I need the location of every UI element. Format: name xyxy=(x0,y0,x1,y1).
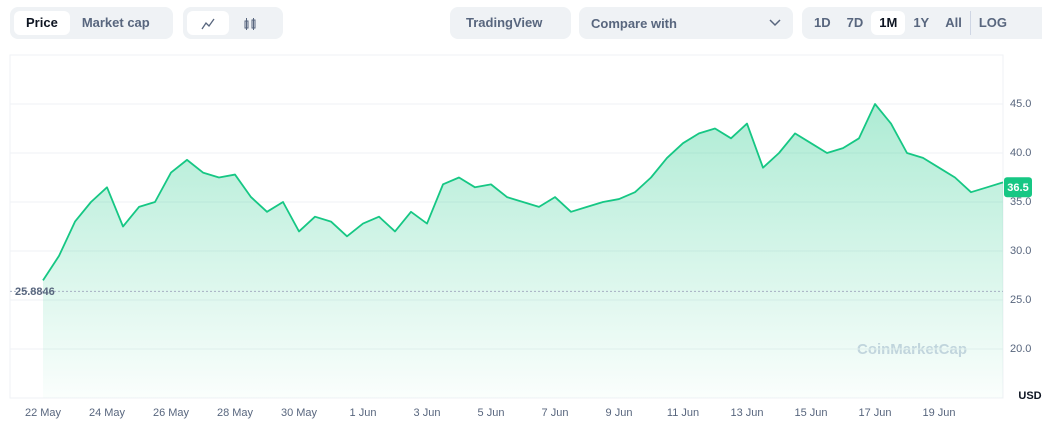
log-button[interactable]: LOG xyxy=(969,11,1015,35)
x-tick-label: 24 May xyxy=(89,407,126,419)
compare-select[interactable]: Compare with xyxy=(579,7,793,39)
x-tick-label: 15 Jun xyxy=(794,407,827,419)
x-tick-label: 5 Jun xyxy=(478,407,505,419)
market-cap-tab[interactable]: Market cap xyxy=(81,15,150,30)
reference-label: 25.8846 xyxy=(15,286,55,298)
unit-label: USD xyxy=(1018,390,1041,402)
compare-label: Compare with xyxy=(591,15,677,31)
candle-style[interactable] xyxy=(229,11,271,35)
x-tick-label: 11 Jun xyxy=(667,407,699,419)
y-tick-label: 40.0 xyxy=(1010,147,1031,159)
tradingview-button[interactable]: TradingView xyxy=(450,7,571,39)
tradingview-label: TradingView xyxy=(466,15,543,30)
range-button[interactable]: 1Y xyxy=(913,15,930,30)
x-tick-label: 22 May xyxy=(25,407,62,419)
chevron xyxy=(769,19,781,27)
price-area xyxy=(43,104,1003,398)
last-price-label: 36.5 xyxy=(1007,182,1028,194)
x-tick-label: 30 May xyxy=(281,407,318,419)
range-group: 1D 7D 1M 1Y All LOG xyxy=(802,7,1042,39)
chart-style xyxy=(183,7,283,39)
watermark: CoinMarketCap xyxy=(857,341,967,358)
plot-frame xyxy=(9,54,1004,399)
line-style[interactable] xyxy=(187,11,229,35)
x-tick-label: 1 Jun xyxy=(350,407,377,419)
y-tick-label: 35.0 xyxy=(1010,196,1031,208)
x-tick-label: 9 Jun xyxy=(606,407,633,419)
view-toggle: Price Market cap xyxy=(10,7,173,39)
x-tick-label: 7 Jun xyxy=(542,407,569,419)
x-tick-label: 28 May xyxy=(217,407,254,419)
last-price-badge xyxy=(1004,177,1032,198)
range-button[interactable]: 1D xyxy=(814,15,831,30)
y-tick-label: 30.0 xyxy=(1010,245,1031,257)
x-tick-label: 3 Jun xyxy=(414,407,441,419)
range-button[interactable]: 7D xyxy=(846,15,864,30)
y-tick-label: 45.0 xyxy=(1010,98,1031,110)
x-tick-label: 19 Jun xyxy=(922,407,955,419)
range-button[interactable]: 1M xyxy=(871,11,906,35)
price-line xyxy=(42,103,1004,281)
y-tick-label: 20.0 xyxy=(1010,343,1031,355)
x-tick-label: 17 Jun xyxy=(858,407,891,419)
x-tick-label: 26 May xyxy=(153,407,190,419)
price-tab[interactable]: Price xyxy=(14,11,70,35)
y-tick-label: 25.0 xyxy=(1010,294,1031,306)
x-tick-label: 13 Jun xyxy=(730,407,763,419)
range-button[interactable]: All xyxy=(945,15,962,30)
